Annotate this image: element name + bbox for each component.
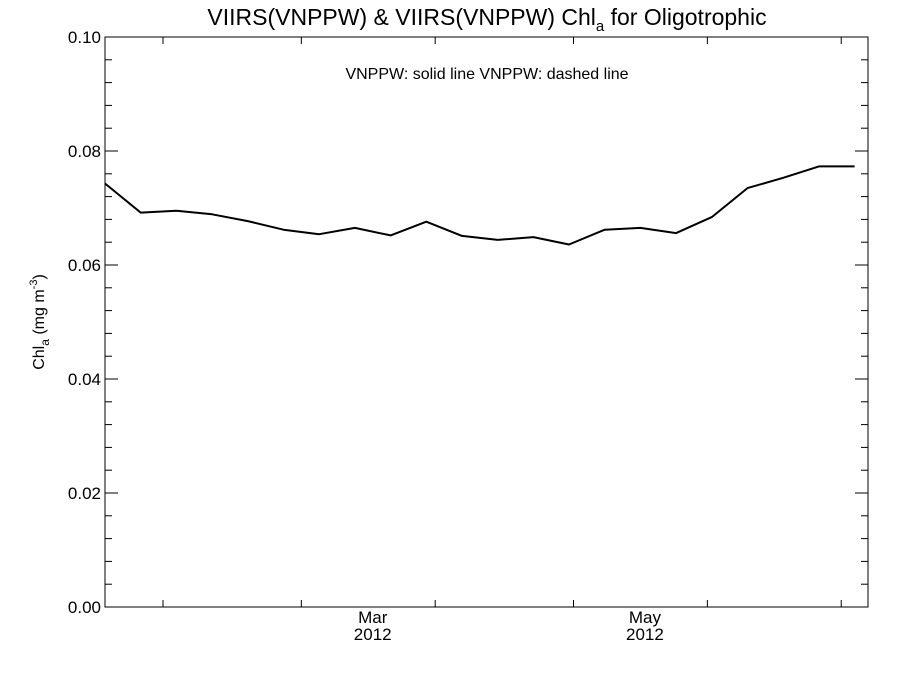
y-axis-label-superscript: -3 (28, 280, 40, 290)
chart-title-subscript: a (596, 18, 605, 35)
y-axis-tick-labels: 0.00 0.02 0.04 0.06 0.08 0.10 (68, 28, 101, 617)
x-tick-label-month: Mar (358, 608, 388, 627)
y-tick-label: 0.10 (68, 28, 101, 47)
chart-title-suffix: for Oligotrophic (604, 4, 766, 30)
y-axis-label-units: (mg m (31, 289, 48, 339)
plot-frame (104, 36, 869, 608)
y-axis-ticks (105, 36, 868, 608)
y-tick-label: 0.04 (68, 370, 101, 389)
chart-title-main: VIIRS(VNPPW) & VIIRS(VNPPW) Chl (207, 4, 595, 30)
x-axis-ticks (162, 37, 842, 607)
y-tick-label: 0.08 (68, 142, 101, 161)
y-tick-label: 0.00 (68, 598, 101, 617)
legend-note: VNPPW: solid line VNPPW: dashed line (345, 66, 628, 83)
y-axis-label-main: Chl (31, 346, 48, 370)
y-axis-label-close: ) (31, 274, 48, 279)
y-axis-label: Chla (mg m-3) (28, 274, 52, 370)
x-tick-label-month: May (629, 608, 662, 627)
series-line (104, 165, 855, 246)
y-tick-label: 0.06 (68, 256, 101, 275)
y-tick-label: 0.02 (68, 484, 101, 503)
y-axis-label-subscript: a (38, 339, 52, 346)
x-tick-label-year: 2012 (626, 625, 664, 644)
x-tick-label-year: 2012 (354, 625, 392, 644)
chart-title: VIIRS(VNPPW) & VIIRS(VNPPW) Chla for Oli… (207, 4, 766, 35)
series-layer (104, 165, 855, 246)
